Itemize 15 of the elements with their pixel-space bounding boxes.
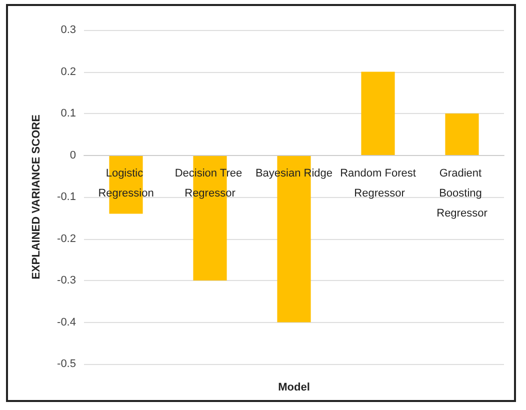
y-tick-label: -0.4 <box>57 316 76 328</box>
y-tick-label: 0.1 <box>60 108 76 120</box>
y-tick-label: -0.2 <box>57 232 76 245</box>
x-tick-label: Gradient Boosting Regressor <box>436 167 488 220</box>
y-tick-label: 0.3 <box>60 24 76 36</box>
y-tick-label: 0.2 <box>60 66 76 78</box>
y-tick-label: -0.5 <box>57 358 76 370</box>
y-tick-label: -0.3 <box>57 274 76 286</box>
y-tick-label: -0.1 <box>57 191 76 203</box>
bar <box>361 72 395 156</box>
y-axis-title: EXPLAINED VARIANCE SCORE <box>30 114 42 280</box>
x-axis-title: Model <box>278 382 310 394</box>
bar <box>445 114 479 156</box>
x-tick-label: Random Forest Regressor <box>340 167 416 200</box>
y-tick-label: 0 <box>70 149 76 162</box>
